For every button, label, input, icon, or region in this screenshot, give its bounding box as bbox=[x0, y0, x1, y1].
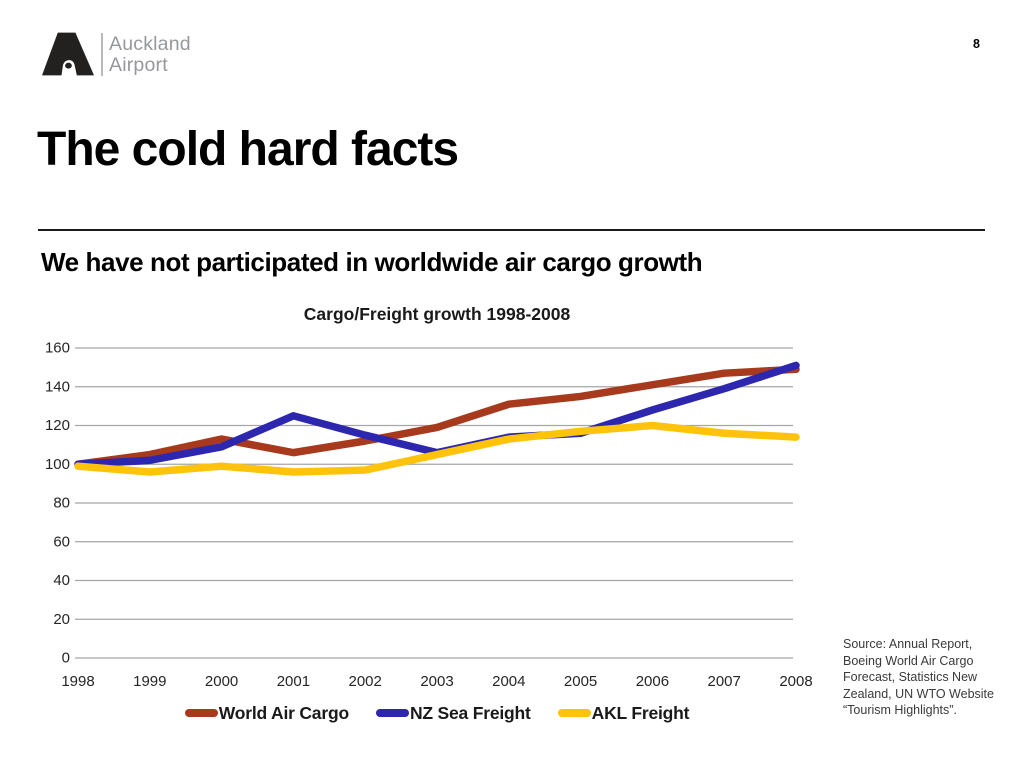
x-tick-label: 2005 bbox=[564, 673, 597, 690]
y-tick-label: 60 bbox=[53, 533, 70, 550]
x-tick-label: 2006 bbox=[636, 673, 669, 690]
series-line-akl-freight bbox=[74, 421, 800, 476]
page-title: The cold hard facts bbox=[37, 123, 459, 176]
x-tick-label: 1999 bbox=[133, 673, 166, 690]
logo-divider bbox=[101, 33, 103, 76]
subtitle: We have not participated in worldwide ai… bbox=[41, 247, 703, 277]
legend-swatch-icon bbox=[184, 709, 218, 717]
brand-name: Auckland Airport bbox=[109, 34, 191, 76]
auckland-airport-logo-icon bbox=[42, 32, 94, 76]
legend-label: AKL Freight bbox=[591, 702, 690, 723]
chart-title: Cargo/Freight growth 1998-2008 bbox=[303, 304, 571, 324]
x-tick-label: 2007 bbox=[708, 673, 741, 690]
title-divider bbox=[38, 229, 985, 231]
legend-item: NZ Sea Freight bbox=[375, 702, 531, 724]
brand-name-line2: Airport bbox=[109, 54, 168, 76]
y-tick-label: 80 bbox=[53, 495, 70, 512]
x-tick-label: 2004 bbox=[492, 673, 525, 690]
y-tick-label: 20 bbox=[53, 611, 70, 628]
x-tick-label: 2001 bbox=[277, 673, 310, 690]
x-tick-label: 2003 bbox=[420, 673, 453, 690]
x-tick-label: 2008 bbox=[779, 673, 812, 690]
legend-label: NZ Sea Freight bbox=[409, 702, 531, 723]
y-tick-label: 100 bbox=[45, 456, 70, 473]
legend-item: World Air Cargo bbox=[184, 702, 349, 724]
y-tick-label: 120 bbox=[45, 417, 70, 434]
y-tick-label: 40 bbox=[53, 572, 70, 589]
legend-item: AKL Freight bbox=[557, 702, 690, 724]
x-tick-label: 1998 bbox=[61, 673, 94, 690]
x-tick-label: 2000 bbox=[205, 673, 238, 690]
legend-swatch-icon bbox=[375, 709, 409, 717]
y-tick-label: 140 bbox=[45, 378, 70, 395]
y-tick-label: 160 bbox=[45, 340, 70, 357]
source-note: Source: Annual Report, Boeing World Air … bbox=[843, 637, 994, 717]
series-line-world-air-cargo bbox=[74, 365, 800, 468]
brand-name-line1: Auckland bbox=[109, 33, 191, 55]
legend-swatch-icon bbox=[557, 709, 591, 717]
x-tick-label: 2002 bbox=[349, 673, 382, 690]
chart-legend: World Air Cargo NZ Sea Freight AKL Freight bbox=[78, 700, 796, 726]
series-line-nz-sea-freight bbox=[74, 361, 800, 468]
y-tick-label: 0 bbox=[62, 650, 70, 667]
page-number: 8 bbox=[973, 37, 980, 51]
legend-label: World Air Cargo bbox=[218, 702, 349, 723]
